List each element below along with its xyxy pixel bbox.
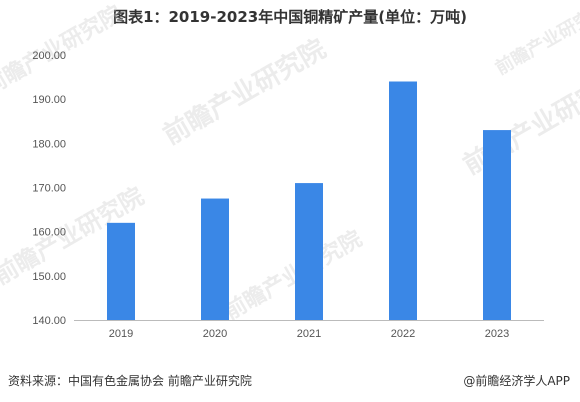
- y-tick-label: 160.00: [32, 227, 66, 239]
- credit-note: @前瞻经济学人APP: [463, 374, 570, 388]
- bar-2023: [483, 130, 511, 320]
- x-tick-label: 2023: [485, 328, 509, 340]
- x-tick-label: 2019: [109, 328, 133, 340]
- x-tick-label: 2020: [203, 328, 227, 340]
- source-note: 资料来源：中国有色金属协会 前瞻产业研究院: [8, 374, 252, 388]
- bar-2022: [389, 81, 417, 320]
- y-tick-label: 150.00: [32, 271, 66, 283]
- chart-title: 图表1：2019-2023年中国铜精矿产量(单位：万吨): [113, 8, 467, 26]
- y-tick-label: 170.00: [32, 183, 66, 195]
- watermark-text: 前瞻产业研究院: [458, 63, 580, 181]
- y-tick-label: 200.00: [32, 50, 66, 62]
- y-axis: 140.00 150.00 160.00 170.00 180.00 190.00 200.…: [32, 50, 66, 327]
- x-tick-label: 2021: [297, 328, 321, 340]
- watermark-text: 前瞻产业研究院: [220, 226, 366, 326]
- bars: [107, 81, 511, 320]
- bar-2020: [201, 198, 229, 320]
- bar-2019: [107, 222, 135, 320]
- y-tick-label: 190.00: [32, 94, 66, 106]
- x-tick-label: 2022: [391, 328, 415, 340]
- y-tick-label: 140.00: [32, 315, 66, 327]
- y-tick-label: 180.00: [32, 138, 66, 150]
- bar-2021: [295, 183, 323, 320]
- x-axis: 2019 2020 2021 2022 2023: [109, 328, 509, 340]
- watermark-text: 前瞻产业研究院: [158, 33, 331, 151]
- watermark-text: 前瞻产业研究院: [492, 0, 580, 79]
